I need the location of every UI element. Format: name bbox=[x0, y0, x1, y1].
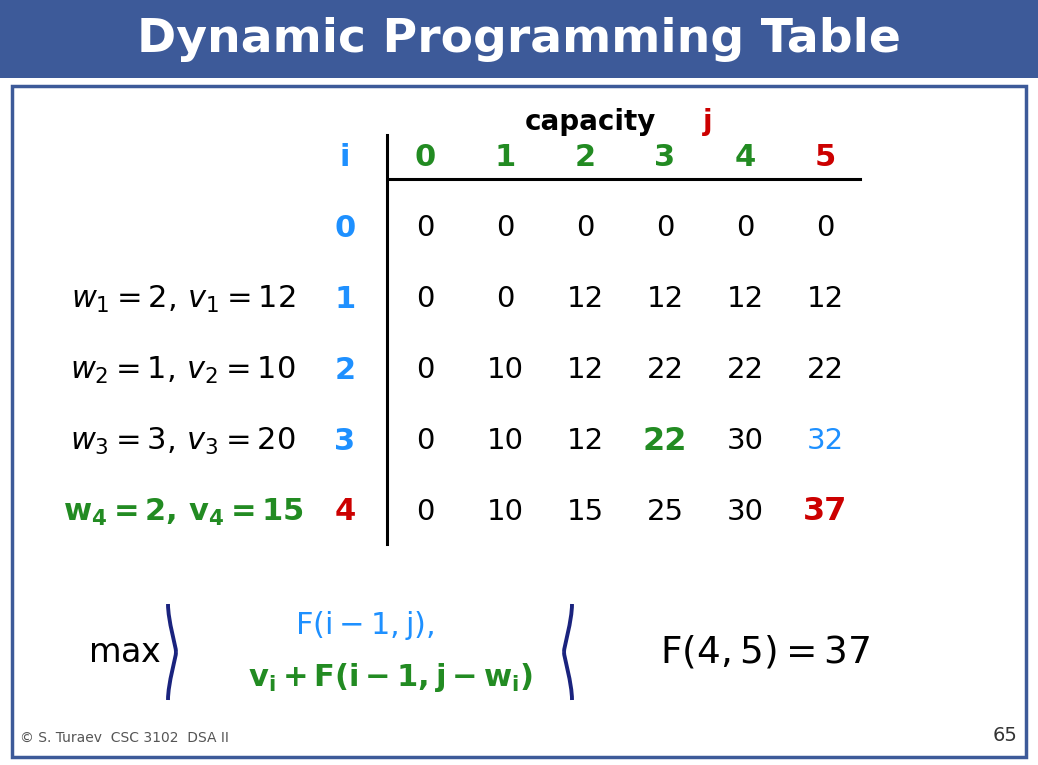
Text: j: j bbox=[703, 108, 713, 136]
Text: 0: 0 bbox=[736, 214, 755, 242]
Text: $\mathrm{F(4,5) = 37}$: $\mathrm{F(4,5) = 37}$ bbox=[660, 633, 871, 670]
Text: $w_3 = 3,\, v_3 = 20$: $w_3 = 3,\, v_3 = 20$ bbox=[71, 425, 296, 457]
Text: 3: 3 bbox=[334, 427, 356, 455]
Text: 1: 1 bbox=[494, 142, 516, 171]
Text: 15: 15 bbox=[567, 498, 603, 526]
Text: 0: 0 bbox=[416, 214, 434, 242]
Text: 3: 3 bbox=[654, 142, 676, 171]
Text: © S. Turaev  CSC 3102  DSA II: © S. Turaev CSC 3102 DSA II bbox=[20, 731, 228, 745]
Text: 32: 32 bbox=[807, 427, 844, 455]
Text: 4: 4 bbox=[734, 142, 756, 171]
Text: 37: 37 bbox=[802, 496, 847, 528]
Text: 1: 1 bbox=[334, 285, 356, 314]
Text: 25: 25 bbox=[647, 498, 683, 526]
Text: 0: 0 bbox=[416, 285, 434, 313]
Text: 0: 0 bbox=[496, 214, 514, 242]
Text: 10: 10 bbox=[487, 356, 523, 384]
Text: 0: 0 bbox=[496, 285, 514, 313]
Bar bbox=[0, 0, 1038, 78]
Text: 30: 30 bbox=[727, 427, 764, 455]
Text: $\mathbf{v_i + F(i-1,j-w_i)}$: $\mathbf{v_i + F(i-1,j-w_i)}$ bbox=[248, 662, 534, 695]
Text: 10: 10 bbox=[487, 498, 523, 526]
Text: 0: 0 bbox=[416, 498, 434, 526]
Text: 0: 0 bbox=[334, 213, 356, 243]
Text: 0: 0 bbox=[576, 214, 594, 242]
Text: 0: 0 bbox=[414, 142, 436, 171]
Text: 65: 65 bbox=[993, 726, 1018, 745]
Text: 12: 12 bbox=[567, 285, 603, 313]
Text: 22: 22 bbox=[727, 356, 764, 384]
Text: 22: 22 bbox=[807, 356, 844, 384]
Text: 0: 0 bbox=[416, 356, 434, 384]
Text: $\mathrm{F(i-1,j),}$: $\mathrm{F(i-1,j),}$ bbox=[295, 610, 435, 643]
Text: 22: 22 bbox=[647, 356, 683, 384]
Text: 0: 0 bbox=[656, 214, 675, 242]
Text: 2: 2 bbox=[574, 142, 596, 171]
Text: 12: 12 bbox=[567, 427, 603, 455]
Text: 0: 0 bbox=[416, 427, 434, 455]
Text: 22: 22 bbox=[643, 425, 687, 457]
Text: capacity: capacity bbox=[524, 108, 656, 136]
Text: Dynamic Programming Table: Dynamic Programming Table bbox=[137, 17, 901, 61]
Text: 12: 12 bbox=[807, 285, 844, 313]
Text: 12: 12 bbox=[647, 285, 684, 313]
Text: i: i bbox=[339, 142, 350, 171]
Text: 12: 12 bbox=[727, 285, 764, 313]
Text: 0: 0 bbox=[816, 214, 835, 242]
Text: $\mathrm{max}$: $\mathrm{max}$ bbox=[88, 636, 162, 669]
Text: 12: 12 bbox=[567, 356, 603, 384]
Text: 4: 4 bbox=[334, 497, 356, 526]
Text: 5: 5 bbox=[815, 142, 836, 171]
Text: $w_1 = 2,\, v_1 = 12$: $w_1 = 2,\, v_1 = 12$ bbox=[71, 284, 295, 314]
Bar bbox=[12, 86, 1026, 757]
Text: 10: 10 bbox=[487, 427, 523, 455]
Text: 2: 2 bbox=[334, 356, 356, 385]
Text: $w_2 = 1,\, v_2 = 10$: $w_2 = 1,\, v_2 = 10$ bbox=[71, 354, 296, 386]
Text: $\mathbf{w_4 = 2,\, v_4 = 15}$: $\mathbf{w_4 = 2,\, v_4 = 15}$ bbox=[62, 496, 303, 528]
Text: 30: 30 bbox=[727, 498, 764, 526]
